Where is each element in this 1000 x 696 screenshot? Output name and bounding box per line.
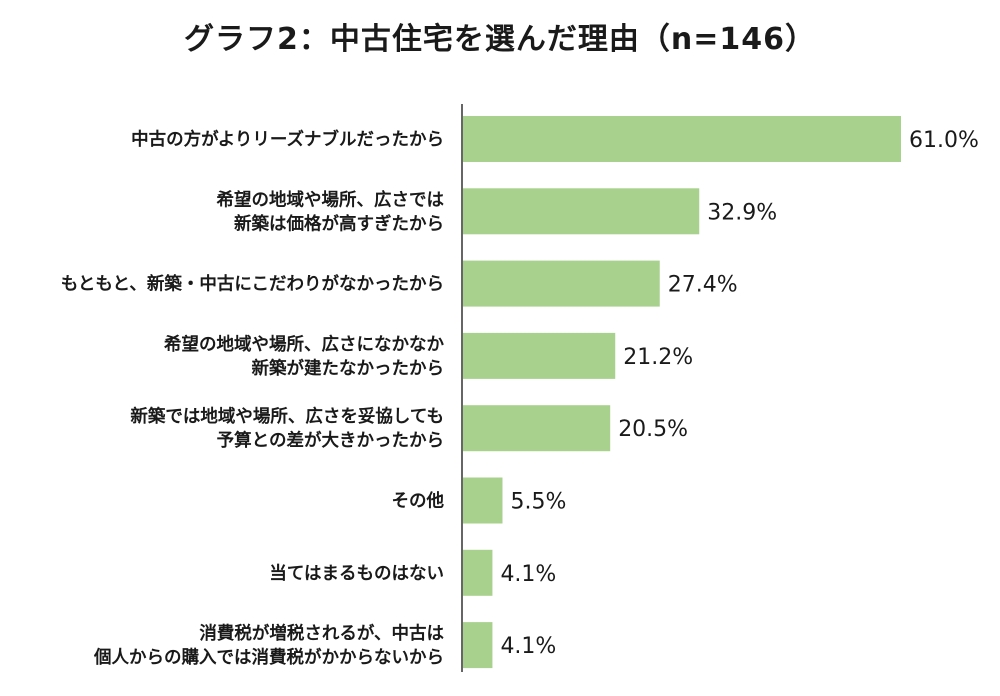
category-label-3-line-1: もともと、新築・中古にこだわりがなかったから: [61, 274, 444, 295]
category-label-6-line-1: その他: [392, 491, 445, 512]
bar-5: [463, 405, 611, 452]
category-label-4-line-1: 希望の地域や場所、広さになかなか: [164, 334, 444, 355]
category-label-4-line-2: 新築が建たなかったから: [252, 358, 445, 379]
category-label-5-line-1: 新築では地域や場所、広さを妥協しても: [130, 406, 444, 427]
category-label-1-line-1: 中古の方がよりリーズナブルだったから: [131, 129, 444, 150]
category-label-8-line-2: 個人からの購入では消費税がかからないから: [93, 647, 444, 668]
bar-8: [463, 622, 493, 669]
category-label-5-line-2: 予算との差が大きかったから: [217, 430, 444, 451]
value-label-1: 61.0%: [909, 128, 979, 153]
category-label-2-line-1: 希望の地域や場所、広さでは: [217, 189, 445, 210]
bar-1: [463, 116, 901, 162]
bar-3: [463, 260, 660, 307]
chart-title: グラフ2：中古住宅を選んだ理由（n=146）: [184, 22, 816, 57]
bar-6: [463, 477, 503, 524]
category-label-7-line-1: 当てはまるものはない: [269, 563, 444, 584]
category-label-2-line-2: 新築は価格が高すぎたから: [234, 213, 444, 234]
value-label-6: 5.5%: [510, 490, 566, 515]
value-label-3: 27.4%: [668, 273, 738, 298]
category-label-8-line-1: 消費税が増税されるが、中古は: [199, 623, 444, 644]
category-labels-group: 中古の方がよりリーズナブルだったから希望の地域や場所、広さでは新築は価格が高すぎ…: [61, 129, 445, 668]
value-label-2: 32.9%: [707, 200, 777, 225]
value-label-5: 20.5%: [618, 417, 688, 442]
bar-2: [463, 188, 700, 235]
bars-group: [463, 116, 901, 669]
bar-4: [463, 332, 616, 379]
value-labels-group: 61.0% 32.9% 27.4% 21.2% 20.5% 5.5% 4.1% 4.1%: [500, 128, 978, 659]
bar-7: [463, 549, 493, 596]
value-label-8: 4.1%: [500, 634, 556, 659]
value-label-7: 4.1%: [500, 562, 556, 587]
value-label-4: 21.2%: [623, 345, 693, 370]
